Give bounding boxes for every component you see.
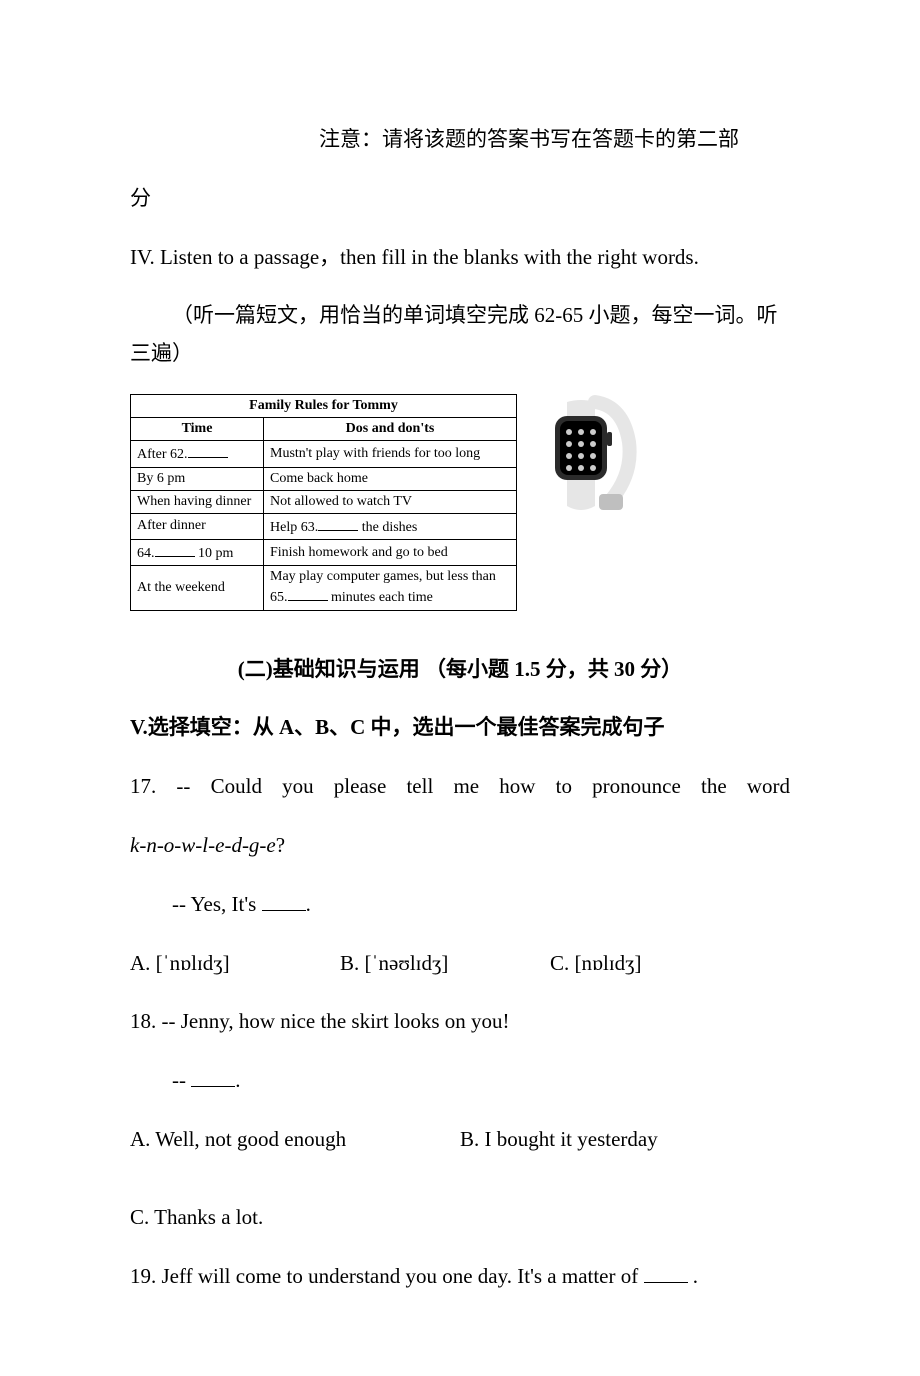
cell-text: the dishes [358, 520, 417, 535]
q18-reply: -- . [130, 1062, 790, 1100]
q17-options: A. [ˈnɒlɪdʒ] B. [ˈnəʊlɪdʒ] C. [nɒlɪdʒ] [130, 945, 790, 983]
cell-text: 64. [137, 546, 155, 561]
q18-option-c: C. Thanks a lot. [130, 1199, 790, 1237]
notice-line-2: 分 [130, 180, 790, 218]
q18-line: 18. -- Jenny, how nice the skirt looks o… [130, 1003, 790, 1041]
table-header-rules: Dos and don'ts [264, 418, 517, 441]
table-row: By 6 pm Come back home [131, 467, 517, 490]
table-row: After dinner Help 63. the dishes [131, 513, 517, 539]
table-and-image-row: Family Rules for Tommy Time Dos and don'… [130, 394, 790, 611]
smartwatch-icon [525, 394, 655, 524]
cell-text: By 6 pm [131, 467, 264, 490]
q17-reply-suffix: . [306, 892, 311, 916]
q18-reply-suffix: . [235, 1068, 240, 1092]
q17-option-c: C. [nɒlɪdʒ] [550, 945, 641, 983]
answer-blank-19[interactable] [644, 1282, 688, 1283]
q17-qmark: ? [276, 833, 285, 857]
cell-text: Finish homework and go to bed [264, 540, 517, 566]
notice-line-1: 注意：请将该题的答案书写在答题卡的第二部 [130, 121, 790, 159]
cell-text: Help 63. [270, 520, 318, 535]
cell-text: minutes each time [328, 590, 433, 605]
section-2-title: (二)基础知识与运用 （每小题 1.5 分，共 30 分） [130, 651, 790, 689]
table-header-time: Time [131, 418, 264, 441]
cell-text: After dinner [131, 513, 264, 539]
fill-blank-63[interactable] [318, 516, 358, 531]
cell-text: Come back home [264, 467, 517, 490]
answer-blank-18[interactable] [191, 1086, 235, 1087]
family-rules-table: Family Rules for Tommy Time Dos and don'… [130, 394, 517, 611]
q18-option-a: A. Well, not good enough [130, 1121, 460, 1159]
cell-text: At the weekend [131, 566, 264, 610]
fill-blank-64[interactable] [155, 542, 195, 557]
q17-option-a: A. [ˈnɒlɪdʒ] [130, 945, 340, 983]
fill-blank-62[interactable] [188, 443, 228, 458]
cell-text: Not allowed to watch TV [264, 490, 517, 513]
q17-line2: k-n-o-w-l-e-d-g-e? [130, 827, 790, 865]
q17-line1: 17. -- Could you please tell me how to p… [130, 768, 790, 806]
answer-blank-17[interactable] [262, 910, 306, 911]
cell-text: When having dinner [131, 490, 264, 513]
q19-line: 19. Jeff will come to understand you one… [130, 1258, 790, 1296]
q17-reply-prefix: -- Yes, It's [172, 892, 262, 916]
table-row: At the weekend May play computer games, … [131, 566, 517, 610]
section-v-title: V.选择填空：从 A、B、C 中，选出一个最佳答案完成句子 [130, 709, 790, 747]
q17-option-b: B. [ˈnəʊlɪdʒ] [340, 945, 550, 983]
section-iv-title: IV. Listen to a passage，then fill in the… [130, 239, 790, 277]
q19-prefix: 19. Jeff will come to understand you one… [130, 1264, 644, 1288]
table-row: When having dinner Not allowed to watch … [131, 490, 517, 513]
cell-text: After 62. [137, 447, 188, 462]
table-title: Family Rules for Tommy [131, 394, 517, 417]
q18-option-b: B. I bought it yesterday [460, 1121, 658, 1159]
table-row: 64. 10 pm Finish homework and go to bed [131, 540, 517, 566]
table-row: After 62. Mustn't play with friends for … [131, 441, 517, 467]
q17-reply: -- Yes, It's . [130, 886, 790, 924]
cell-text: 10 pm [195, 546, 234, 561]
q17-italic-word: k-n-o-w-l-e-d-g-e [130, 833, 276, 857]
q18-options-row1: A. Well, not good enough B. I bought it … [130, 1121, 790, 1159]
q19-suffix: . [688, 1264, 699, 1288]
q18-reply-prefix: -- [172, 1068, 191, 1092]
section-iv-subtitle: （听一篇短文，用恰当的单词填空完成 62-65 小题，每空一词。听三遍） [130, 297, 790, 373]
cell-text: Mustn't play with friends for too long [264, 441, 517, 467]
fill-blank-65[interactable] [288, 586, 328, 601]
